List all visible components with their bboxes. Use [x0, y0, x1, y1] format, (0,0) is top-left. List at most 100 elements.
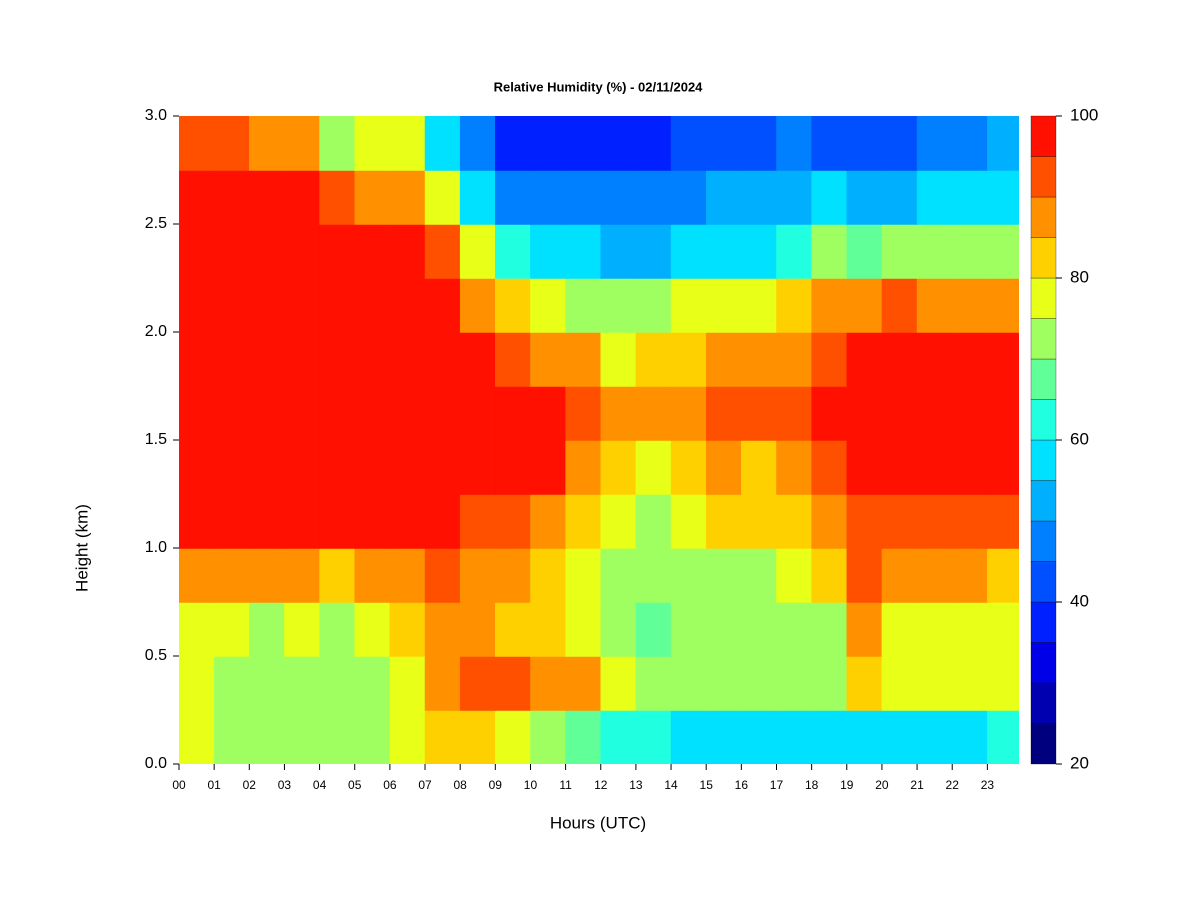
heat-cell: [389, 169, 426, 225]
heat-cell: [424, 439, 461, 495]
heat-cell: [459, 331, 497, 387]
heat-cell: [881, 709, 918, 764]
heat-cell: [319, 277, 356, 333]
heat-cell: [284, 655, 321, 711]
heat-cell: [846, 331, 883, 387]
heat-cell: [881, 385, 918, 441]
heat-cell: [987, 277, 1019, 333]
heat-cell: [987, 439, 1019, 495]
x-axis-label: Hours (UTC): [550, 813, 646, 832]
heat-cell: [776, 223, 813, 279]
heat-cell: [670, 385, 707, 441]
heat-cell: [846, 169, 883, 225]
x-tick-label: 00: [172, 778, 186, 792]
heat-cell: [881, 331, 918, 387]
heat-cell: [600, 655, 637, 711]
heat-cell: [951, 709, 989, 764]
heat-cell: [600, 493, 637, 549]
heat-cell: [741, 385, 778, 441]
heat-cell: [389, 223, 426, 279]
heat-cell: [776, 385, 813, 441]
heat-cell: [249, 116, 286, 171]
heat-cell: [635, 547, 672, 603]
heat-cell: [987, 493, 1019, 549]
chart-title: Relative Humidity (%) - 02/11/2024: [494, 79, 704, 94]
heat-cell: [179, 331, 215, 387]
heat-cell: [916, 493, 953, 549]
x-tick-label: 17: [770, 778, 784, 792]
heat-cell: [424, 331, 461, 387]
heat-cell: [705, 547, 743, 603]
heat-cell: [249, 655, 286, 711]
heat-cell: [600, 601, 637, 657]
heat-cell: [565, 116, 602, 171]
heat-cell: [916, 277, 953, 333]
heat-cell: [741, 601, 778, 657]
heat-cell: [776, 439, 813, 495]
heat-cell: [741, 439, 778, 495]
heat-cell: [705, 331, 743, 387]
heat-cell: [424, 655, 461, 711]
heat-cell: [776, 277, 813, 333]
heat-cell: [179, 277, 215, 333]
heat-cell: [424, 709, 461, 764]
heat-cell: [284, 547, 321, 603]
heat-cell: [179, 439, 215, 495]
heat-cell: [846, 547, 883, 603]
colorbar-tick-label: 40: [1070, 591, 1089, 610]
heat-cell: [389, 331, 426, 387]
colorbar-bin: [1030, 318, 1057, 360]
heat-cell: [319, 601, 356, 657]
heat-cell: [635, 223, 672, 279]
heat-cell: [776, 601, 813, 657]
heat-cell: [495, 223, 532, 279]
heat-cell: [354, 601, 391, 657]
heat-cell: [495, 116, 532, 171]
heat-cell: [424, 277, 461, 333]
heat-cell: [354, 547, 391, 603]
heat-cell: [249, 547, 286, 603]
heat-cell: [705, 439, 743, 495]
heat-cell: [530, 169, 567, 225]
heat-cell: [179, 169, 215, 225]
heat-cell: [881, 601, 918, 657]
heat-cell: [319, 385, 356, 441]
y-tick-label: 1.5: [145, 431, 167, 448]
colorbar-bin: [1030, 520, 1057, 562]
heat-cell: [776, 709, 813, 764]
heat-cell: [354, 277, 391, 333]
heat-cell: [213, 709, 251, 764]
heat-cell: [424, 169, 461, 225]
heat-cell: [424, 116, 461, 171]
colorbar-bin: [1030, 115, 1057, 157]
heat-cell: [705, 277, 743, 333]
heat-cell: [319, 169, 356, 225]
heat-cell: [530, 709, 567, 764]
heat-cell: [881, 277, 918, 333]
y-tick-label: 1.0: [145, 539, 167, 556]
y-tick-label: 0.5: [145, 647, 167, 664]
heat-cell: [635, 655, 672, 711]
heat-cell: [424, 385, 461, 441]
x-tick-label: 15: [700, 778, 714, 792]
heat-cell: [705, 116, 743, 171]
heat-cell: [213, 277, 251, 333]
colorbar-bin: [1030, 601, 1057, 643]
heat-cell: [459, 439, 497, 495]
heat-cell: [249, 277, 286, 333]
heat-cell: [495, 493, 532, 549]
heat-cell: [881, 655, 918, 711]
heat-cell: [670, 493, 707, 549]
heat-cell: [389, 709, 426, 764]
heat-cell: [284, 223, 321, 279]
colorbar-bin: [1030, 682, 1057, 724]
heat-cell: [284, 601, 321, 657]
heat-cell: [179, 116, 215, 171]
heat-cell: [459, 116, 497, 171]
heat-cell: [284, 385, 321, 441]
heat-cell: [354, 385, 391, 441]
heat-cell: [811, 169, 848, 225]
heat-cell: [881, 547, 918, 603]
heat-cell: [249, 331, 286, 387]
heat-cell: [635, 116, 672, 171]
